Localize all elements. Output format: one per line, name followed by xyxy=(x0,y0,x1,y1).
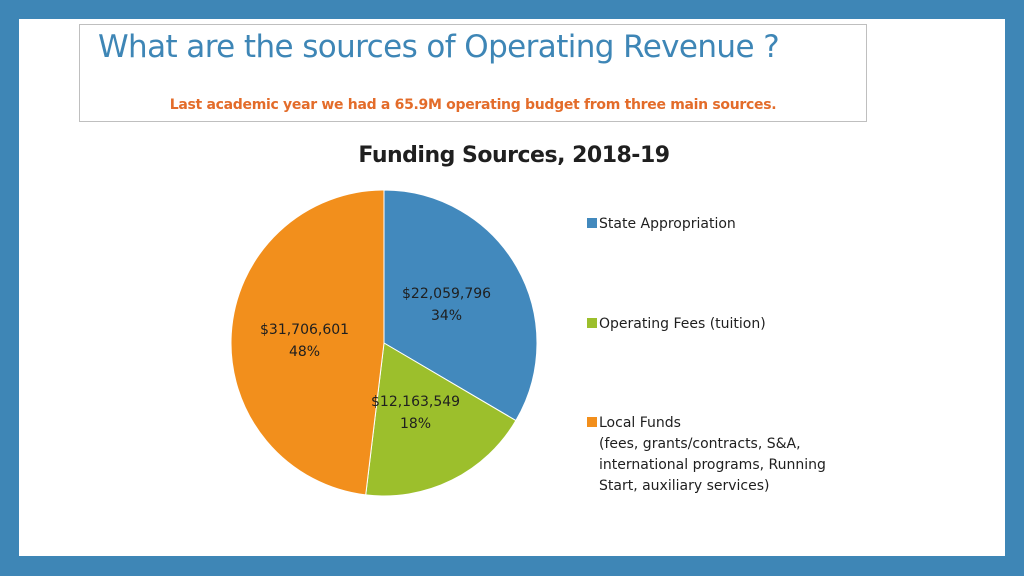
legend-swatch xyxy=(587,318,597,328)
percent-label: 34% xyxy=(430,308,463,324)
title-box: What are the sources of Operating Revenu… xyxy=(79,24,867,122)
value-label: $22,059,796 xyxy=(402,286,492,302)
slide-subtitle: Last academic year we had a 65.9M operat… xyxy=(169,97,777,113)
percent-label: 18% xyxy=(399,416,432,432)
data-label-local-funds: $31,706,601 48% xyxy=(260,319,349,363)
slide: What are the sources of Operating Revenu… xyxy=(19,19,1005,556)
pie-slice-operating-fees xyxy=(365,342,517,497)
value-label: $12,163,549 xyxy=(371,394,461,410)
data-label-operating-fees: $12,163,549 18% xyxy=(371,391,460,435)
chart-title: Funding Sources, 2018-19 xyxy=(358,143,670,168)
legend-swatch xyxy=(587,218,597,228)
legend-label: Local Funds xyxy=(599,415,681,431)
data-label-state-appropriation: $22,059,796 34% xyxy=(402,283,491,327)
legend-label: Operating Fees (tuition) xyxy=(599,316,766,332)
legend-detail: (fees, grants/contracts, S&A, internatio… xyxy=(599,436,826,494)
value-label: $31,706,601 xyxy=(260,322,350,338)
slide-title: What are the sources of Operating Revenu… xyxy=(98,29,780,65)
pie-slice-local-funds xyxy=(230,189,385,496)
pie-slice-state-appropriation xyxy=(383,189,538,422)
legend-swatch xyxy=(587,417,597,427)
percent-label: 48% xyxy=(288,344,321,360)
pie-chart xyxy=(230,189,538,497)
legend-label: State Appropriation xyxy=(599,216,736,232)
